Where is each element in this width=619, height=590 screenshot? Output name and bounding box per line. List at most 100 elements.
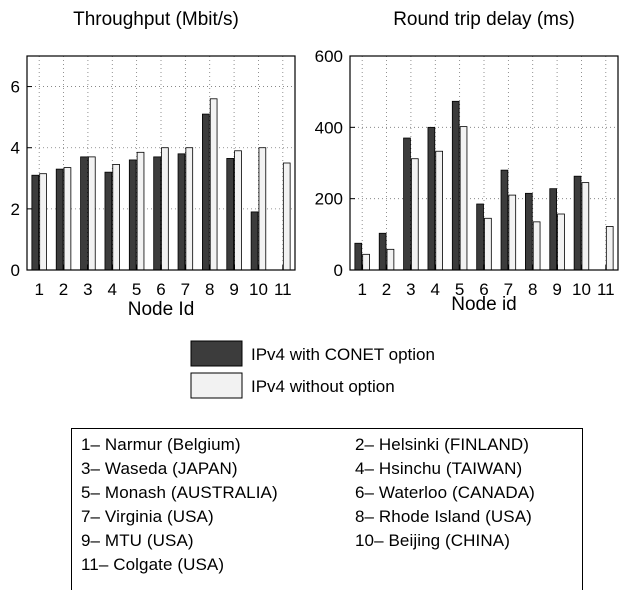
site-entry-7: 7– Virginia (USA) bbox=[81, 507, 214, 526]
throughput-bar-conet-5 bbox=[128, 159, 137, 271]
throughput-x-label: Node Id bbox=[128, 299, 195, 320]
throughput-x-tick-label: 1 bbox=[34, 280, 43, 299]
throughput-bar-conet-1 bbox=[31, 174, 40, 271]
site-entry-8: 8– Rhode Island (USA) bbox=[355, 507, 532, 526]
delay-x-ticks: 1 2 3 4 5 6 7 8 9 10 11 bbox=[357, 265, 615, 299]
throughput-x-tick-label: 8 bbox=[205, 280, 214, 299]
delay-y-tick-label: 0 bbox=[334, 261, 343, 280]
delay-bar-conet-3 bbox=[403, 137, 411, 271]
throughput-bar-plain-7 bbox=[185, 147, 194, 271]
throughput-x-tick-label: 3 bbox=[83, 280, 92, 299]
site-entry-11: 11– Colgate (USA) bbox=[81, 555, 225, 574]
delay-x-tick-label: 6 bbox=[479, 280, 488, 299]
throughput-bar-plain-3 bbox=[88, 156, 96, 271]
throughput-y-tick-label: 4 bbox=[11, 139, 20, 158]
delay-bar-plain-5 bbox=[459, 126, 468, 271]
delay-bar-conet-9 bbox=[549, 188, 557, 271]
delay-x-label: Node id bbox=[451, 294, 517, 315]
throughput-bar-plain-11 bbox=[282, 162, 291, 271]
sites-legend-box: 1– Narmur (Belgium) 2– Helsinki (FINLAND… bbox=[71, 428, 583, 590]
delay-bar-plain-6 bbox=[484, 217, 492, 271]
delay-bar-plain-4 bbox=[435, 150, 443, 271]
throughput-x-ticks: 1 2 3 4 5 6 7 8 9 10 11 bbox=[34, 265, 292, 299]
throughput-x-tick-label: 5 bbox=[132, 280, 141, 299]
throughput-bar-plain-8 bbox=[209, 98, 218, 271]
throughput-bar-plain-4 bbox=[112, 164, 120, 271]
throughput-x-tick-label: 6 bbox=[156, 280, 165, 299]
delay-bar-conet-4 bbox=[427, 126, 436, 271]
delay-bar-conet-2 bbox=[378, 232, 387, 271]
delay-y-tick-label: 600 bbox=[315, 47, 343, 66]
delay-bars bbox=[354, 100, 614, 271]
delay-title: Round trip delay (ms) bbox=[393, 9, 575, 30]
delay-bar-plain-3 bbox=[411, 158, 419, 271]
site-entry-4: 4– Hsinchu (TAIWAN) bbox=[355, 459, 523, 478]
delay-x-tick-label: 1 bbox=[357, 280, 366, 299]
delay-x-tick-label: 11 bbox=[597, 280, 615, 299]
throughput-bar-conet-2 bbox=[55, 168, 64, 271]
delay-gridlines bbox=[350, 56, 618, 270]
delay-y-tick-label: 200 bbox=[315, 190, 343, 209]
site-entry-9: 9– MTU (USA) bbox=[81, 531, 194, 550]
delay-x-tick-label: 5 bbox=[455, 280, 464, 299]
site-entry-2: 2– Helsinki (FINLAND) bbox=[355, 435, 530, 454]
throughput-bar-conet-4 bbox=[104, 171, 113, 271]
legend: IPv4 with CONET option IPv4 without opti… bbox=[190, 340, 435, 399]
throughput-x-tick-label: 7 bbox=[181, 280, 190, 299]
site-entry-1: 1– Narmur (Belgium) bbox=[81, 435, 241, 454]
throughput-bar-conet-6 bbox=[153, 156, 161, 271]
delay-bar-conet-10 bbox=[573, 175, 582, 271]
throughput-y-tick-label: 0 bbox=[11, 261, 20, 280]
delay-x-tick-label: 10 bbox=[572, 280, 591, 299]
throughput-bar-conet-3 bbox=[80, 156, 88, 271]
throughput-title: Throughput (Mbit/s) bbox=[73, 9, 239, 30]
throughput-bar-conet-9 bbox=[226, 158, 234, 271]
delay-bar-plain-9 bbox=[557, 213, 565, 271]
delay-bar-plain-1 bbox=[362, 253, 370, 271]
throughput-bar-plain-10 bbox=[258, 147, 267, 271]
delay-bar-conet-5 bbox=[451, 100, 460, 271]
delay-x-tick-label: 4 bbox=[431, 280, 440, 299]
delay-y-tick-label: 400 bbox=[315, 118, 343, 137]
throughput-bar-plain-9 bbox=[234, 150, 242, 271]
throughput-x-tick-label: 4 bbox=[108, 280, 117, 299]
throughput-bar-conet-7 bbox=[177, 153, 186, 271]
legend-label-plain: IPv4 without option bbox=[251, 377, 395, 396]
delay-x-tick-label: 9 bbox=[552, 280, 561, 299]
delay-x-tick-label: 8 bbox=[528, 280, 537, 299]
throughput-bar-plain-6 bbox=[161, 147, 169, 271]
delay-bar-conet-8 bbox=[525, 192, 533, 271]
delay-bar-conet-7 bbox=[500, 169, 509, 271]
throughput-gridlines bbox=[27, 56, 295, 270]
legend-label-conet: IPv4 with CONET option bbox=[251, 345, 435, 364]
delay-bar-conet-1 bbox=[354, 242, 363, 271]
throughput-y-ticks: 0 2 4 6 bbox=[11, 78, 32, 280]
legend-swatch-plain bbox=[190, 372, 243, 399]
delay-bar-conet-6 bbox=[476, 203, 484, 271]
throughput-x-tick-label: 9 bbox=[229, 280, 238, 299]
delay-bar-plain-10 bbox=[581, 182, 590, 271]
throughput-y-tick-label: 2 bbox=[11, 200, 20, 219]
throughput-y-tick-label: 6 bbox=[11, 78, 20, 97]
throughput-bar-conet-8 bbox=[202, 113, 210, 271]
delay-bar-plain-7 bbox=[508, 194, 517, 271]
delay-x-tick-label: 2 bbox=[382, 280, 391, 299]
throughput-bar-plain-1 bbox=[39, 173, 47, 271]
throughput-bar-conet-10 bbox=[250, 211, 259, 271]
throughput-bar-plain-2 bbox=[63, 167, 72, 271]
delay-bar-plain-2 bbox=[386, 248, 395, 271]
throughput-x-tick-label: 11 bbox=[274, 280, 292, 299]
site-entry-10: 10– Beijing (CHINA) bbox=[355, 531, 510, 550]
site-entry-6: 6– Waterloo (CANADA) bbox=[355, 483, 535, 502]
delay-y-ticks: 0 200 400 600 bbox=[315, 47, 355, 280]
site-entry-3: 3– Waseda (JAPAN) bbox=[81, 459, 238, 478]
site-entry-5: 5– Monash (AUSTRALIA) bbox=[81, 483, 278, 502]
throughput-bar-plain-5 bbox=[136, 151, 145, 271]
delay-bar-plain-8 bbox=[532, 221, 541, 271]
delay-bar-plain-11 bbox=[605, 226, 614, 271]
delay-x-tick-label: 7 bbox=[504, 280, 513, 299]
throughput-x-tick-label: 2 bbox=[59, 280, 68, 299]
throughput-x-tick-label: 10 bbox=[249, 280, 268, 299]
